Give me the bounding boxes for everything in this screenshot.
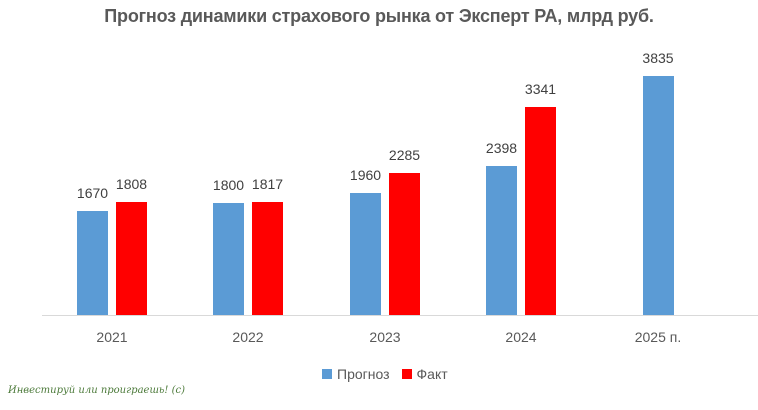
bar-forecast [642,76,674,315]
bar-fact [252,201,283,315]
data-label: 3835 [642,50,674,66]
legend: Прогноз Факт [322,366,460,382]
data-label: 1817 [251,175,284,192]
bar-forecast [213,202,244,315]
legend-label-forecast: Прогноз [337,366,390,382]
legend-swatch-fact [401,369,412,379]
x-tick-label: 2023 [369,329,401,345]
x-tick-label: 2022 [232,329,264,345]
data-label: 1960 [349,166,382,183]
bar-forecast [486,165,517,315]
data-label: 2285 [388,146,421,163]
x-tick-label: 2021 [96,329,128,345]
x-tick-label: 2025 п. [634,329,682,345]
bar-forecast [77,210,108,315]
legend-swatch-forecast [322,369,332,379]
data-label: 1670 [76,184,109,201]
data-label: 1808 [115,176,148,193]
legend-label-fact: Факт [416,366,448,382]
bar-fact [525,106,556,315]
legend-item-fact: Факт [401,366,448,382]
data-label: 3341 [524,80,557,97]
data-label: 2398 [485,139,518,156]
bar-fact [389,172,420,315]
data-label: 1800 [212,176,245,193]
x-axis-line [42,315,758,316]
legend-item-forecast: Прогноз [322,366,390,382]
watermark: Инвестируй или проиграешь! (с) [8,385,185,396]
x-tick-label: 2024 [505,329,537,345]
bar-fact [116,202,147,315]
chart-title: Прогноз динамики страхового рынка от Экс… [104,6,654,26]
bar-forecast [350,192,381,315]
